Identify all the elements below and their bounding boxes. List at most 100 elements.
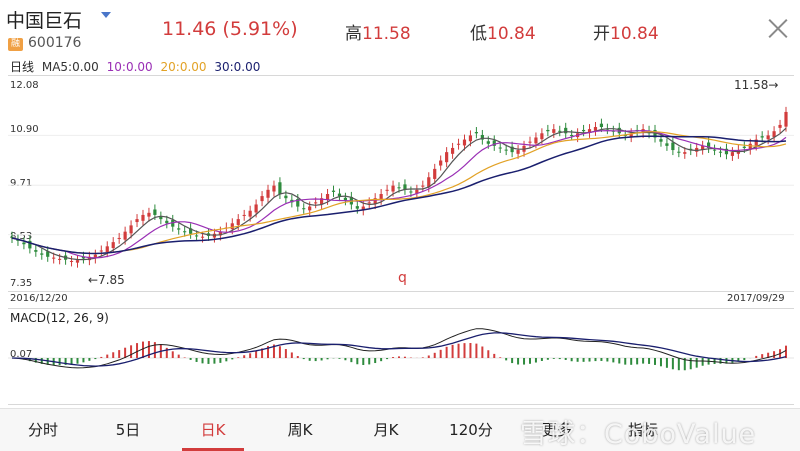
candle-body (129, 225, 133, 234)
candle-body (58, 258, 62, 260)
candle-body (373, 198, 377, 205)
candle-body (194, 235, 199, 237)
open-label: 开 (593, 24, 610, 44)
tab-4[interactable]: 月K (373, 421, 399, 439)
candle-body (718, 151, 723, 153)
ma10-line (11, 129, 787, 259)
candle-body (748, 143, 752, 150)
candle-body (361, 206, 365, 211)
candle-body (69, 260, 74, 262)
stock-code: 600176 (28, 35, 82, 51)
candle-body (320, 198, 324, 205)
candle-body (707, 142, 711, 148)
candle-body (343, 197, 348, 201)
stock-switch-dropdown-icon[interactable] (101, 12, 111, 18)
price-axis-3: 9.71 (10, 178, 33, 189)
candle-body (403, 184, 407, 190)
candle-body (665, 143, 669, 146)
tab-2[interactable]: 日K (170, 409, 256, 451)
price-axis-2: 10.90 (10, 124, 39, 135)
candle-body (385, 189, 389, 191)
candle-body (200, 236, 205, 238)
candle-body (254, 204, 258, 213)
candle-body (683, 152, 687, 154)
candle-body (754, 139, 758, 146)
candle-body (111, 242, 115, 248)
candle-body (486, 141, 490, 144)
candle-body (510, 146, 514, 153)
candle-body (52, 257, 56, 259)
period-label[interactable]: 日线 (10, 60, 35, 74)
candle-body (742, 146, 746, 148)
candle-body (659, 139, 663, 142)
price-axis-bottom: 7.35 (10, 278, 33, 289)
candle-body (439, 160, 443, 166)
candle-body (456, 143, 461, 145)
candle-body (498, 147, 502, 149)
candle-body (760, 136, 764, 138)
candle-body (22, 242, 26, 245)
tab-3[interactable]: 周K (287, 421, 313, 439)
price-axis-top: 12.08 (10, 80, 39, 91)
tab-7[interactable]: 指标 (627, 421, 658, 439)
kline-chart-area[interactable] (8, 75, 794, 292)
open-value: 10.84 (610, 24, 659, 44)
stock-name[interactable]: 中国巨石 (6, 10, 83, 32)
macd-label[interactable]: MACD(12, 26, 9) (10, 311, 109, 325)
tab-5[interactable]: 120分 (449, 421, 493, 439)
candle-body (415, 189, 419, 194)
candle-body (331, 190, 336, 192)
candle-body (671, 142, 675, 151)
candle-body (587, 129, 592, 133)
candle-body (10, 236, 14, 238)
candle-body (772, 131, 776, 138)
q-annotation: q (398, 270, 407, 286)
candle-body (278, 182, 282, 194)
ma20-legend: 20:0.00 (160, 60, 207, 74)
ma10-legend: 10:0.00 (106, 60, 153, 74)
candle-body (153, 209, 157, 215)
candle-body (28, 240, 32, 249)
candle-body (248, 210, 252, 217)
candle-body (599, 123, 604, 128)
candle-body (87, 256, 91, 261)
candle-body (724, 148, 729, 155)
candle-body (534, 137, 538, 144)
macd-chart-area[interactable] (8, 308, 794, 405)
candle-body (99, 250, 103, 252)
candle-body (296, 199, 300, 207)
ma5-legend: MA5:0.00 (41, 60, 99, 74)
tab-0[interactable]: 分时 (27, 421, 58, 439)
candle-body (546, 129, 550, 132)
candle-body (141, 214, 145, 221)
tab-6[interactable]: 更多 (541, 421, 572, 439)
ma5-line (11, 127, 787, 261)
candle-body (183, 231, 187, 233)
candle-body (93, 254, 97, 259)
candle-body (492, 140, 496, 146)
candle-body (581, 129, 586, 132)
candle-body (40, 253, 44, 255)
ma30-legend: 30:0.00 (214, 60, 261, 74)
macd-axis-value: 0.07 (10, 349, 33, 360)
candle-body (16, 239, 20, 241)
min-price-marker: ←7.85 (88, 273, 125, 287)
candle-body (766, 135, 770, 140)
candle-body (355, 206, 359, 209)
candle-body (445, 152, 449, 163)
high-price: 高11.58 (345, 19, 411, 44)
candle-body (427, 177, 431, 188)
candle-body (230, 223, 234, 230)
high-value: 11.58 (362, 24, 411, 44)
margin-badge: 融 (8, 38, 24, 51)
tab-1[interactable]: 5日 (115, 421, 141, 439)
candle-body (189, 228, 193, 234)
watermark: 雪球：CoboValue (520, 419, 757, 450)
candle-body (177, 228, 181, 230)
candle-body (564, 127, 568, 134)
macd-dea-line (11, 332, 787, 367)
candle-body (165, 220, 169, 224)
date-end: 2017/09/29 (727, 293, 785, 304)
candle-body (480, 134, 484, 140)
